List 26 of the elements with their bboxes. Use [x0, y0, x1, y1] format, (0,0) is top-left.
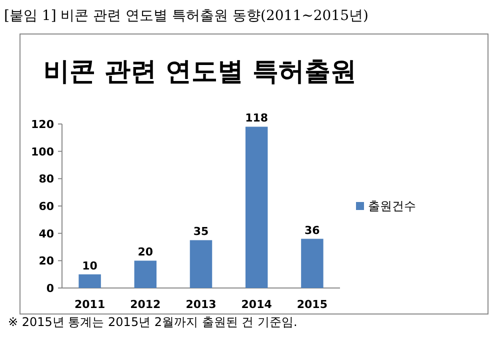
text: ※ 2015년 통계는 2015년 2월까지 출원된 건 기준임.	[8, 315, 298, 329]
chart-title: 비콘 관련 연도별 특허출원	[43, 57, 357, 87]
data-label: 35	[193, 225, 209, 238]
legend-label: 출원건수	[368, 199, 416, 213]
bar	[134, 260, 157, 288]
y-tick-label: 0	[46, 282, 54, 295]
y-tick-label: 60	[38, 200, 54, 213]
x-tick-label: 2012	[130, 298, 161, 311]
y-tick-label: 20	[38, 254, 54, 268]
y-tick-label: 120	[31, 118, 54, 131]
bar	[190, 240, 212, 288]
y-tick-label: 100	[31, 145, 54, 158]
y-tick-label: 40	[38, 227, 54, 240]
x-tick-label: 2014	[241, 298, 272, 311]
y-tick-label: 80	[38, 172, 54, 186]
bar	[245, 126, 268, 288]
x-tick-label: 2013	[186, 298, 216, 311]
data-label: 20	[138, 246, 154, 259]
x-tick-label: 2015	[296, 298, 328, 311]
bar	[301, 238, 324, 288]
data-label: 36	[304, 224, 320, 237]
bar	[78, 274, 101, 288]
data-label: 118	[245, 112, 268, 125]
x-tick-label: 2011	[74, 298, 106, 311]
text: [붙임 1] 비콘 관련 연도별 특허출원 동향(2011~2015년)	[4, 8, 368, 24]
data-label: 10	[82, 259, 98, 272]
